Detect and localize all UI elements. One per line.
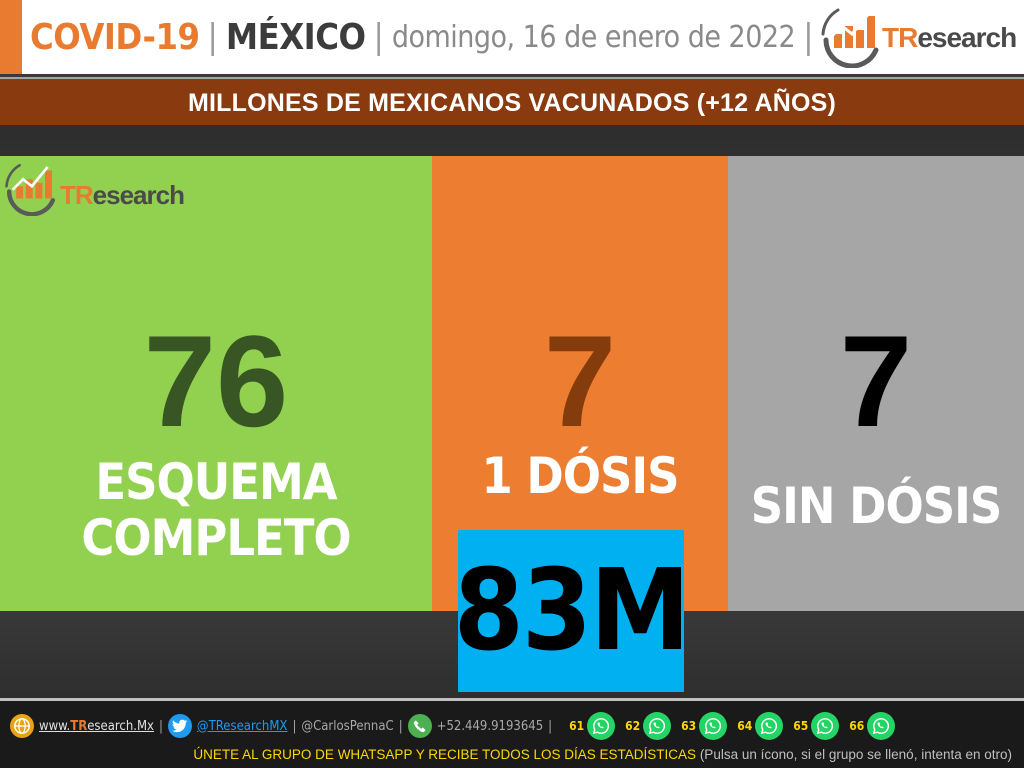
brand-name: TResearch [60, 180, 185, 210]
cta-main: ÚNETE AL GRUPO DE WHATSAPP Y RECIBE TODO… [193, 747, 697, 762]
whatsapp-icon[interactable] [755, 712, 784, 740]
twitter-icon [167, 714, 192, 738]
footer-separator: | [292, 718, 297, 734]
footer-contacts: www.TResearch.Mx | @TResearchMX | @Carlo… [10, 709, 1020, 743]
header-separator: | [803, 17, 814, 57]
whatsapp-icon[interactable] [867, 712, 896, 740]
footer-separator: | [398, 718, 403, 734]
panel-no-dose: 7 SIN DÓSIS [728, 156, 1024, 611]
website-link[interactable]: www.TResearch.Mx [39, 718, 154, 734]
whatsapp-groups: 61 62 63 64 65 66 [569, 712, 905, 740]
phone-number[interactable]: +52.449.9193645 [436, 718, 544, 734]
globe-icon [10, 714, 34, 738]
whatsapp-group-number: 61 [569, 719, 585, 733]
whatsapp-icon[interactable] [587, 712, 616, 740]
value-one-dose: 7 [543, 308, 617, 454]
value-no-dose: 7 [839, 308, 913, 454]
total-value: 83M [453, 546, 691, 676]
whatsapp-group-button[interactable]: 66 [849, 712, 896, 740]
whatsapp-icon[interactable] [811, 712, 840, 740]
whatsapp-group-button[interactable]: 64 [737, 712, 784, 740]
brand-chart-icon [5, 163, 56, 216]
panel-complete-scheme: TResearch 76 ESQUEMA COMPLETO [0, 156, 432, 611]
header-title: COVID-19 | MÉXICO | domingo, 16 de enero… [30, 10, 822, 64]
label-complete-scheme: ESQUEMA COMPLETO [0, 454, 432, 566]
whatsapp-group-button[interactable]: 61 [569, 712, 616, 740]
brand-chart-icon [821, 8, 879, 68]
whatsapp-group-number: 66 [849, 719, 865, 733]
whatsapp-group-number: 63 [681, 719, 697, 733]
whatsapp-group-button[interactable]: 63 [681, 712, 728, 740]
whatsapp-group-button[interactable]: 65 [793, 712, 840, 740]
footer-separator: | [158, 718, 163, 734]
cta-note: (Pulsa un ícono, si el grupo se llenó, i… [699, 747, 1012, 762]
brand-logo-header[interactable]: TResearch [818, 4, 1024, 68]
header-date: domingo, 16 de enero de 2022 [391, 19, 796, 55]
whatsapp-icon[interactable] [699, 712, 728, 740]
subtitle-text: MILLONES DE MEXICANOS VACUNADOS (+12 AÑO… [187, 88, 837, 117]
whatsapp-icon[interactable] [643, 712, 672, 740]
header-separator: | [207, 17, 218, 57]
whatsapp-group-number: 62 [625, 719, 641, 733]
twitter-personal[interactable]: @CarlosPennaC [301, 718, 394, 734]
label-line: COMPLETO [81, 509, 351, 567]
whatsapp-group-number: 65 [793, 719, 809, 733]
footer-separator: | [548, 718, 553, 734]
header: COVID-19 | MÉXICO | domingo, 16 de enero… [0, 0, 1024, 74]
label-no-dose: SIN DÓSIS [750, 477, 1003, 535]
header-topic: COVID-19 [30, 16, 200, 58]
footer-cta: ÚNETE AL GRUPO DE WHATSAPP Y RECIBE TODO… [0, 747, 1024, 762]
brand-name: TResearch [882, 22, 1017, 53]
value-complete-scheme: 76 [143, 308, 289, 454]
label-line: ESQUEMA [95, 453, 337, 511]
total-box: 83M [454, 530, 690, 692]
whatsapp-group-button[interactable]: 62 [625, 712, 672, 740]
label-one-dose: 1 DÓSIS [481, 447, 679, 505]
twitter-link[interactable]: @TResearchMX [196, 718, 288, 734]
header-separator: | [373, 17, 384, 57]
footer: www.TResearch.Mx | @TResearchMX | @Carlo… [0, 698, 1024, 768]
whatsapp-group-number: 64 [737, 719, 753, 733]
brand-logo-panel[interactable]: TResearch [2, 160, 202, 220]
header-country: MÉXICO [225, 16, 366, 58]
phone-icon [407, 714, 432, 738]
subtitle-bar: MILLONES DE MEXICANOS VACUNADOS (+12 AÑO… [0, 77, 1024, 127]
header-accent-bar [0, 0, 22, 74]
